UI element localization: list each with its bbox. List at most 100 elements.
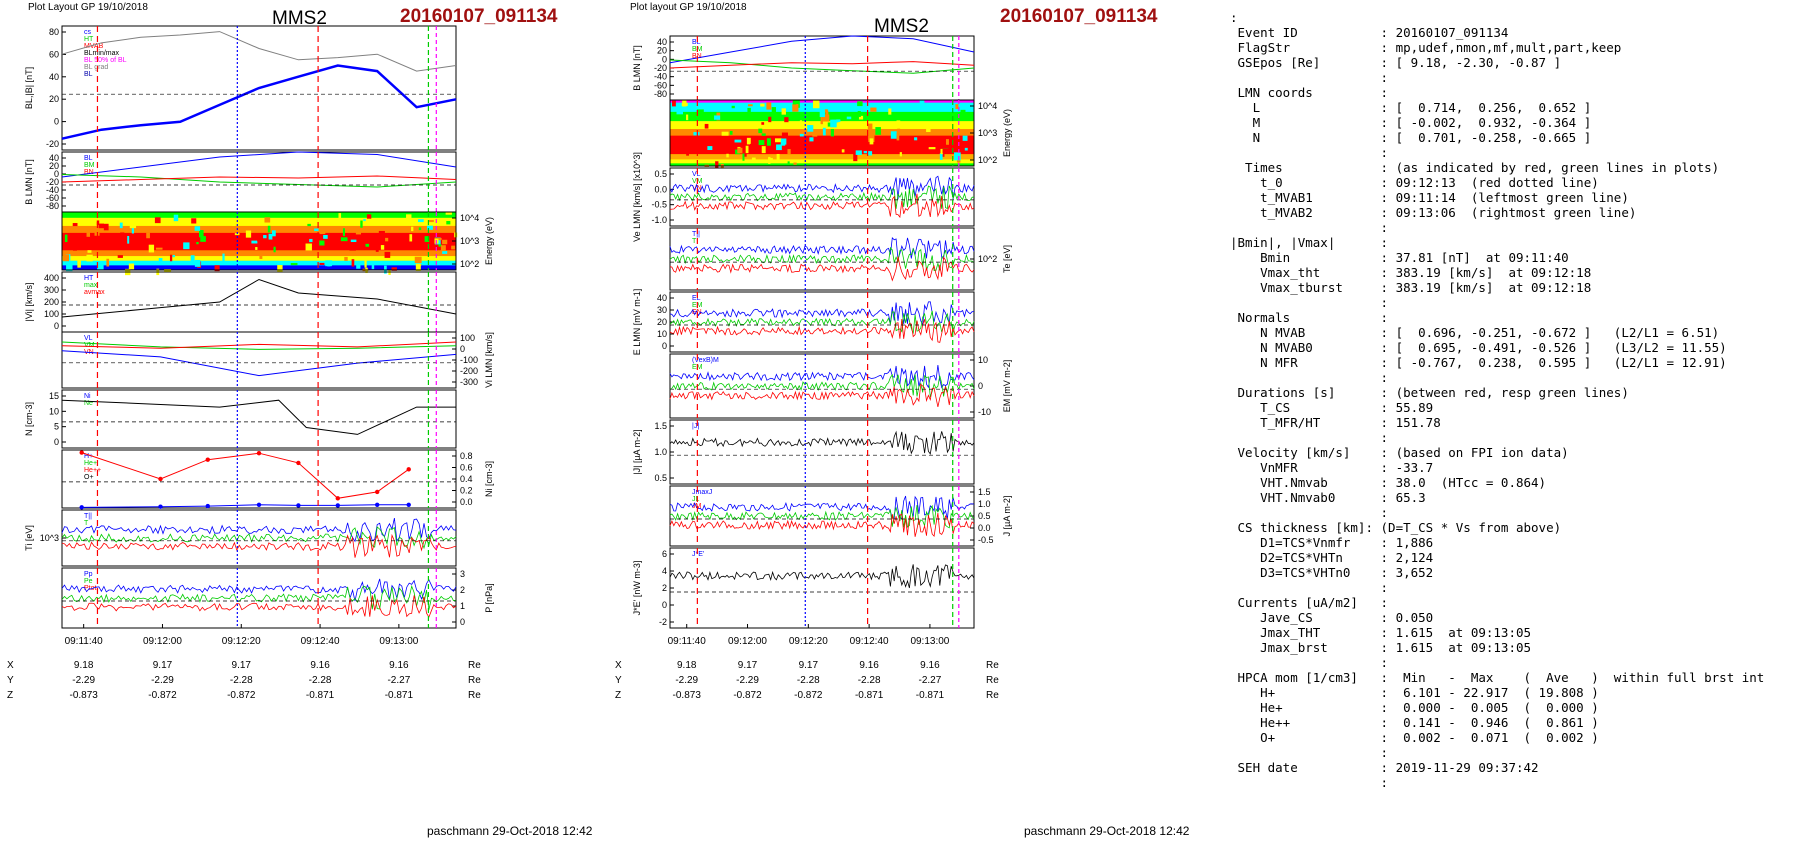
spectrogram-speckle bbox=[417, 219, 424, 223]
position-value: 9.16 bbox=[859, 660, 879, 671]
trace-line bbox=[669, 318, 975, 343]
spectrogram-speckle bbox=[792, 100, 797, 105]
spectrogram-speckle bbox=[365, 243, 370, 247]
y-tick-label: 0.0 bbox=[460, 497, 473, 507]
time-tick-label: 09:12:40 bbox=[301, 636, 340, 647]
spectrogram-speckle bbox=[385, 237, 389, 242]
legend-entry: Ne bbox=[84, 400, 93, 407]
spectrogram-speckle bbox=[857, 111, 861, 117]
spectrogram-speckle bbox=[781, 132, 788, 138]
panel-6: 1.5 1.0 0.5 |J| [µA m-2] |J| bbox=[632, 419, 975, 485]
spectrogram-speckle bbox=[939, 153, 943, 160]
spectrogram-speckle bbox=[686, 153, 690, 156]
spectrogram-speckle bbox=[726, 153, 729, 158]
spectrogram-speckle bbox=[267, 225, 271, 233]
spectrogram-speckle bbox=[742, 153, 745, 161]
legend-entry: H+ bbox=[84, 453, 93, 460]
spectrogram-speckle bbox=[355, 228, 361, 235]
spectrogram-speckle bbox=[827, 122, 832, 127]
legend-entry: BLmin/max bbox=[84, 50, 120, 57]
summary-line: Times : (as indicated by red, green line… bbox=[1230, 160, 1720, 175]
y-tick-label: 10^2 bbox=[978, 254, 997, 264]
summary-line: T_CS : 55.89 bbox=[1230, 400, 1434, 415]
y-tick-label: 1.5 bbox=[978, 487, 991, 497]
y-axis-label: E LMN [mV m-1] bbox=[632, 289, 642, 356]
y-tick-label: 20 bbox=[49, 94, 59, 104]
data-point bbox=[79, 505, 84, 510]
spectrogram-speckle bbox=[816, 145, 823, 148]
y-tick-label: 60 bbox=[49, 49, 59, 59]
y-tick-label: 0.0 bbox=[978, 523, 991, 533]
summary-line: Vmax_tht : 383.19 [km/s] at 09:12:18 bbox=[1230, 265, 1592, 280]
position-value: -0.872 bbox=[227, 690, 256, 701]
trace-line bbox=[669, 237, 975, 260]
y-tick-label: 0 bbox=[460, 344, 465, 354]
series-line bbox=[669, 35, 975, 64]
spectrogram-speckle bbox=[771, 107, 776, 113]
spectrogram-speckle bbox=[127, 235, 130, 244]
spectrogram-speckle bbox=[946, 139, 949, 145]
summary-line: Jmax_THT : 1.615 at 09:13:05 bbox=[1230, 625, 1532, 640]
spectrogram-speckle bbox=[822, 127, 826, 136]
summary-line: He++ : 0.141 - 0.946 ( 0.861 ) bbox=[1230, 715, 1599, 730]
spectrogram-speckle bbox=[327, 262, 331, 267]
y-tick-label: -1.0 bbox=[651, 215, 667, 225]
y-tick-label: -0.5 bbox=[978, 535, 994, 545]
spectrogram-speckle bbox=[776, 144, 782, 151]
spectrogram-speckle bbox=[855, 150, 862, 155]
spectrogram-speckle bbox=[841, 149, 845, 153]
summary-line: VHT.Nmvab0 : 65.3 bbox=[1230, 490, 1426, 505]
data-point bbox=[406, 467, 411, 472]
y-axis-label: Te [eV] bbox=[1002, 245, 1012, 273]
legend-entry: EL bbox=[692, 295, 701, 302]
y-tick-label: 10^3 bbox=[40, 533, 59, 543]
trace-line bbox=[669, 301, 975, 327]
spectrogram-speckle bbox=[169, 254, 173, 262]
summary-line: LMN coords : bbox=[1230, 85, 1389, 100]
legend-entry: T bbox=[84, 520, 89, 527]
spectrogram-speckle bbox=[148, 244, 155, 253]
trace-line bbox=[669, 175, 975, 200]
panel-frame bbox=[61, 389, 457, 449]
y-tick-label: 0.5 bbox=[654, 473, 667, 483]
panel-frame bbox=[61, 567, 457, 629]
spectrogram-speckle bbox=[72, 245, 77, 251]
summary-line: t_MVAB1 : 09:11:14 (leftmost green line) bbox=[1230, 190, 1629, 205]
position-value: -2.29 bbox=[675, 675, 698, 686]
left-layout-label: Plot Layout GP 19/10/2018 bbox=[28, 2, 148, 13]
spectrogram-speckle bbox=[962, 135, 968, 141]
y-tick-label: 1.0 bbox=[654, 447, 667, 457]
position-value: -0.871 bbox=[385, 690, 414, 701]
series-line bbox=[669, 61, 975, 69]
spectrogram-band bbox=[62, 265, 456, 271]
spectrogram-speckle bbox=[896, 132, 900, 141]
spectrogram-speckle bbox=[734, 139, 742, 143]
spectrogram-speckle bbox=[426, 225, 433, 230]
trace-line bbox=[669, 310, 975, 334]
spectrogram-speckle bbox=[268, 233, 273, 240]
spectrogram-band bbox=[670, 121, 974, 130]
spectrogram-speckle bbox=[897, 128, 901, 136]
summary-line: D3=TCS*VHTn0 : 3,652 bbox=[1230, 565, 1434, 580]
summary-line: D1=TCS*Vnmfr : 1,886 bbox=[1230, 535, 1434, 550]
spectrogram-band bbox=[62, 256, 456, 262]
legend-entry: |J| bbox=[692, 423, 699, 430]
spectrogram-speckle bbox=[812, 100, 820, 109]
position-value: 9.17 bbox=[232, 660, 252, 671]
position-value: 9.18 bbox=[677, 660, 697, 671]
spectrogram-band bbox=[62, 225, 456, 234]
summary-line: : bbox=[1230, 580, 1389, 595]
legend-entry: BL grad bbox=[84, 64, 108, 71]
spectrogram-speckle bbox=[119, 222, 123, 229]
y-tick-label: 0 bbox=[460, 617, 465, 627]
spectrogram-speckle bbox=[681, 102, 688, 107]
y-tick-label: 100 bbox=[44, 309, 59, 319]
y-tick-label: -100 bbox=[460, 355, 478, 365]
spectrogram-speckle bbox=[737, 147, 743, 154]
spectrogram-speckle bbox=[890, 131, 897, 139]
panel-frame bbox=[669, 547, 975, 629]
legend-entry: O+ bbox=[84, 474, 94, 481]
summary-line: O+ : 0.002 - 0.071 ( 0.002 ) bbox=[1230, 730, 1599, 745]
